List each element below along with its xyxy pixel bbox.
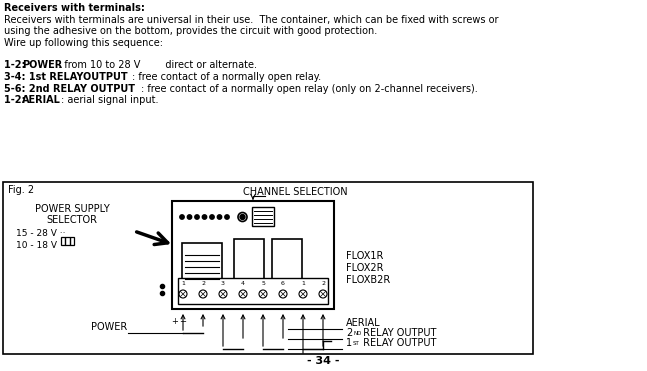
Text: FLOX1R: FLOX1R [346, 251, 384, 261]
Text: : free contact of a normally open relay.: : free contact of a normally open relay. [132, 72, 321, 82]
Text: Wire up following this sequence:: Wire up following this sequence: [4, 37, 163, 47]
Text: 3-4: 1st RELAYOUTPUT: 3-4: 1st RELAYOUTPUT [4, 72, 127, 82]
Text: 1: 1 [301, 281, 305, 286]
Text: CHANNEL SELECTION: CHANNEL SELECTION [243, 187, 347, 197]
Circle shape [187, 215, 192, 219]
Text: : free contact of a normally open relay (only on 2-channel receivers).: : free contact of a normally open relay … [141, 83, 477, 93]
Circle shape [210, 215, 214, 219]
Text: −: − [179, 317, 186, 326]
Text: 3: 3 [221, 281, 225, 286]
Circle shape [203, 215, 206, 219]
Text: 1: 1 [181, 281, 185, 286]
Circle shape [225, 215, 229, 219]
Bar [178, 278, 328, 304]
Text: RELAY OUTPUT: RELAY OUTPUT [360, 338, 436, 348]
Text: 4: 4 [241, 281, 245, 286]
Text: Receivers with terminals are universal in their use.  The container, which can b: Receivers with terminals are universal i… [4, 14, 498, 24]
Text: - 34 -: - 34 - [307, 356, 339, 366]
Text: 10 - 18 V: 10 - 18 V [16, 241, 57, 250]
Text: 2: 2 [201, 281, 205, 286]
Bar [61, 237, 74, 245]
Text: ST: ST [353, 341, 360, 346]
Circle shape [195, 215, 199, 219]
Circle shape [180, 215, 184, 219]
Text: 1-2:: 1-2: [4, 95, 29, 105]
Bar [182, 243, 222, 283]
Text: POWER: POWER [91, 322, 127, 332]
Text: RELAY OUTPUT: RELAY OUTPUT [360, 328, 436, 338]
Text: 2: 2 [346, 328, 352, 338]
Text: 1-2:: 1-2: [4, 60, 29, 70]
Text: 6: 6 [281, 281, 285, 286]
Text: POWER: POWER [22, 60, 62, 70]
Text: Receivers with terminals:: Receivers with terminals: [4, 3, 145, 13]
Text: : aerial signal input.: : aerial signal input. [61, 95, 159, 105]
Text: Fig. 2: Fig. 2 [8, 185, 34, 195]
Text: POWER SUPPLY: POWER SUPPLY [35, 204, 109, 214]
Text: : from 10 to 28 V        direct or alternate.: : from 10 to 28 V direct or alternate. [58, 60, 257, 70]
Bar [3, 182, 533, 354]
Text: 5: 5 [261, 281, 265, 286]
Bar [252, 207, 274, 226]
Circle shape [240, 214, 245, 220]
Bar [272, 239, 302, 283]
Circle shape [217, 215, 222, 219]
Text: ND: ND [353, 331, 362, 336]
Bar [234, 239, 264, 283]
Text: AERIAL: AERIAL [346, 318, 380, 328]
Text: 5-6: 2nd RELAY OUTPUT: 5-6: 2nd RELAY OUTPUT [4, 83, 135, 93]
Text: using the adhesive on the bottom, provides the circuit with good protection.: using the adhesive on the bottom, provid… [4, 26, 377, 36]
Text: +: + [171, 317, 179, 326]
Text: SELECTOR: SELECTOR [47, 215, 98, 225]
Text: FLOX2R: FLOX2R [346, 263, 384, 273]
Text: 2: 2 [321, 281, 325, 286]
Text: FLOXB2R: FLOXB2R [346, 275, 390, 285]
Text: AERIAL: AERIAL [22, 95, 61, 105]
Bar [172, 201, 334, 309]
Text: 1: 1 [346, 338, 352, 348]
Text: 15 - 28 V ··: 15 - 28 V ·· [16, 229, 65, 238]
